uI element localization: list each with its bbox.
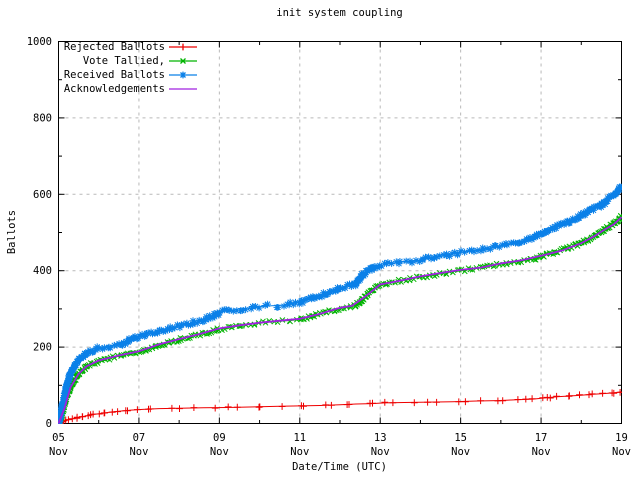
- x-tick-month-label: Nov: [129, 446, 148, 458]
- x-tick-day-label: 05: [52, 432, 65, 444]
- x-tick-day-label: 11: [293, 432, 306, 444]
- x-tick-month-label: Nov: [210, 446, 229, 458]
- y-axis-label: Ballots: [6, 209, 18, 255]
- chart-title: init system coupling: [276, 7, 403, 19]
- x-tick-day-label: 15: [454, 432, 467, 444]
- legend-sample-line: [169, 43, 197, 51]
- legend-label: Vote Tallied,: [82, 55, 165, 67]
- x-tick-day-label: 13: [374, 432, 387, 444]
- x-tick-month-label: Nov: [371, 446, 390, 458]
- x-tick-day-label: 07: [133, 432, 146, 444]
- series-line: [58, 216, 622, 424]
- series-line: [58, 216, 622, 424]
- x-axis-label: Date/Time (UTC): [292, 461, 387, 473]
- y-tick-label: 400: [33, 265, 52, 277]
- legend-label: Acknowledgements: [63, 83, 165, 95]
- y-tick-label: 200: [33, 342, 52, 354]
- x-tick-month-label: Nov: [451, 446, 470, 458]
- legend-item-vote-tallied: Vote Tallied,: [58, 54, 199, 68]
- legend-item-received-ballots: Received Ballots: [58, 68, 199, 82]
- y-tick-label: 1000: [27, 36, 52, 48]
- y-tick-label: 0: [46, 418, 52, 430]
- legend-item-acknowledgements: Acknowledgements: [58, 82, 199, 96]
- series-markers: [58, 212, 622, 424]
- series-line: [58, 391, 622, 424]
- x-tick-month-label: Nov: [532, 446, 551, 458]
- x-tick-month-label: Nov: [612, 446, 631, 458]
- x-tick-month-label: Nov: [290, 446, 309, 458]
- legend-sample-line: [169, 58, 197, 64]
- x-tick-day-label: 19: [615, 432, 628, 444]
- legend-sample-line: [169, 71, 197, 79]
- x-tick-day-label: 17: [535, 432, 548, 444]
- series-line: [58, 185, 622, 424]
- y-tick-label: 600: [33, 189, 52, 201]
- y-tick-label: 800: [33, 112, 52, 124]
- plot-border: [58, 41, 622, 424]
- x-tick-month-label: Nov: [49, 446, 68, 458]
- legend-sample-line: [169, 88, 197, 90]
- legend: Rejected Ballots Vote Tallied, Received …: [58, 40, 199, 96]
- x-tick-day-label: 09: [213, 432, 226, 444]
- legend-label: Received Ballots: [63, 69, 165, 81]
- legend-label: Rejected Ballots: [63, 41, 165, 53]
- series-markers: [58, 183, 622, 424]
- legend-item-rejected-ballots: Rejected Ballots: [58, 40, 199, 54]
